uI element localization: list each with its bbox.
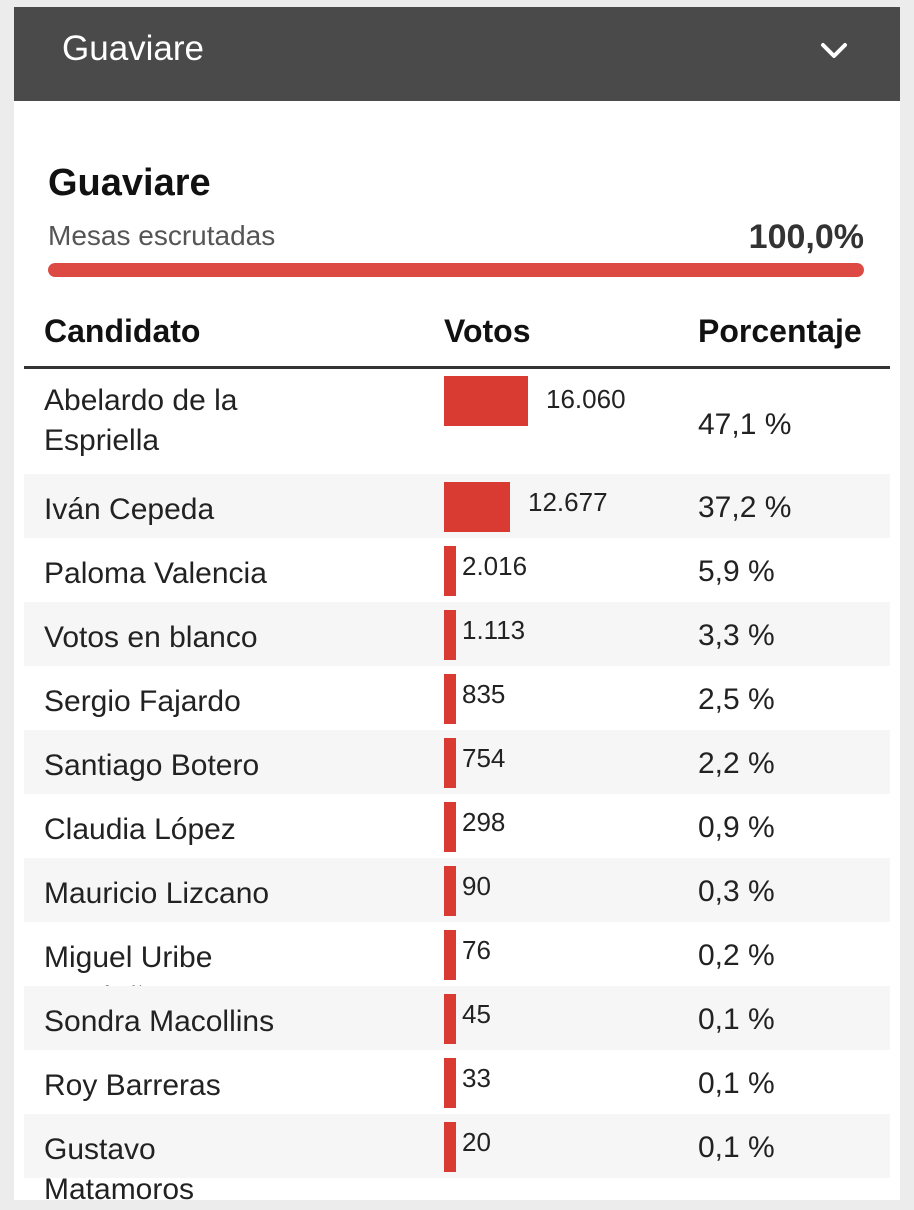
vote-count: 2.016 (462, 551, 528, 581)
vote-percentage: 47,1 % (698, 408, 792, 441)
column-header-percentage: Porcentaje (698, 313, 862, 349)
vote-count: 16.060 (546, 384, 626, 414)
candidate-name: Santiago Botero (44, 749, 260, 782)
vote-bar (444, 546, 456, 596)
vote-count: 835 (462, 679, 506, 709)
chevron-down-icon[interactable] (819, 41, 849, 61)
mesas-progress-fill (48, 263, 864, 277)
vote-bar (444, 994, 456, 1044)
vote-count: 76 (462, 935, 491, 965)
vote-bar (444, 802, 456, 852)
vote-bar (444, 482, 510, 532)
vote-bar (444, 674, 456, 724)
mesas-escrutadas-label: Mesas escrutadas (48, 220, 276, 251)
table-row: Paloma Valencia 2.016 5,9 % (24, 538, 890, 602)
header-divider (24, 366, 890, 369)
candidate-name: Claudia López (44, 813, 236, 846)
vote-bar (444, 930, 456, 980)
vote-percentage: 0,1 % (698, 1003, 775, 1036)
candidate-name: Sondra Macollins (44, 1005, 275, 1038)
vote-bar (444, 376, 528, 426)
vote-bar (444, 610, 456, 660)
vote-bar (444, 738, 456, 788)
table-row: Abelardo de la Espriella 16.060 47,1 % (24, 369, 890, 474)
vote-bar (444, 1122, 456, 1172)
table-row: Gustavo Matamoros 20 0,1 % (24, 1114, 890, 1206)
table-row: Santiago Botero 754 2,2 % (24, 730, 890, 794)
region-dropdown[interactable]: Guaviare (14, 7, 900, 101)
candidate-name: Iván Cepeda (44, 493, 215, 526)
mesas-progress-bar (48, 263, 864, 277)
candidate-name: Gustavo Matamoros (44, 1133, 195, 1206)
vote-percentage: 37,2 % (698, 491, 792, 524)
vote-count: 33 (462, 1063, 491, 1093)
column-header-votes: Votos (444, 313, 531, 349)
vote-percentage: 0,2 % (698, 939, 775, 972)
region-dropdown-value: Guaviare (62, 29, 205, 68)
table-row: Votos en blanco 1.113 3,3 % (24, 602, 890, 666)
table-row: Claudia López 298 0,9 % (24, 794, 890, 858)
mesas-escrutadas-value: 100,0% (748, 218, 864, 256)
vote-bar (444, 1058, 456, 1108)
vote-percentage: 3,3 % (698, 619, 775, 652)
results-card: Guaviare Guaviare Mesas escrutadas 100,0… (14, 7, 900, 1206)
vote-count: 45 (462, 999, 491, 1029)
candidate-name: Votos en blanco (44, 621, 258, 654)
vote-count: 754 (462, 743, 506, 773)
table-row: Roy Barreras 33 0,1 % (24, 1050, 890, 1114)
candidate-name: Sergio Fajardo (44, 685, 241, 718)
candidate-name: Paloma Valencia (44, 557, 267, 590)
vote-count: 90 (462, 871, 491, 901)
table-row: Sergio Fajardo 835 2,5 % (24, 666, 890, 730)
table-row: Sondra Macollins 45 0,1 % (24, 986, 890, 1050)
candidate-name: Abelardo de la Espriella (44, 384, 238, 457)
vote-count: 20 (462, 1127, 491, 1157)
candidate-name: Roy Barreras (44, 1069, 221, 1102)
results-table-body: Abelardo de la Espriella 16.060 47,1 % I… (24, 369, 890, 1206)
table-row: Mauricio Lizcano 90 0,3 % (24, 858, 890, 922)
vote-count: 298 (462, 807, 506, 837)
table-row: Miguel Uribe Londoño 76 0,2 % (24, 922, 890, 1014)
candidate-name: Mauricio Lizcano (44, 877, 270, 910)
vote-count: 1.113 (462, 615, 526, 645)
vote-percentage: 0,9 % (698, 811, 775, 844)
vote-percentage: 0,1 % (698, 1067, 775, 1100)
region-title: Guaviare (48, 162, 211, 204)
vote-percentage: 0,3 % (698, 875, 775, 908)
column-header-candidate: Candidato (44, 313, 201, 349)
vote-percentage: 0,1 % (698, 1131, 775, 1164)
vote-count: 12.677 (528, 487, 608, 517)
vote-percentage: 5,9 % (698, 555, 775, 588)
vote-percentage: 2,5 % (698, 683, 775, 716)
vote-bar (444, 866, 456, 916)
table-row: Iván Cepeda 12.677 37,2 % (24, 474, 890, 538)
vote-percentage: 2,2 % (698, 747, 775, 780)
